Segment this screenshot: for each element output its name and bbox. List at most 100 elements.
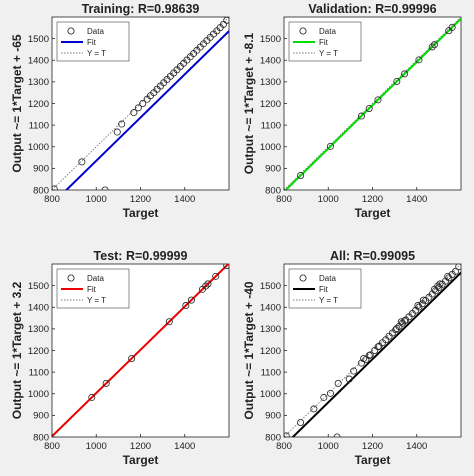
data-point xyxy=(455,264,461,271)
data-point xyxy=(448,23,456,31)
chart-title: Training: R=0.98639 xyxy=(82,2,200,16)
y-tick-label: 1500 xyxy=(28,281,49,292)
legend-data-marker xyxy=(299,274,307,282)
y-tick-label: 1100 xyxy=(261,120,281,131)
data-point xyxy=(320,393,328,401)
y-tick-label: 800 xyxy=(265,185,281,196)
y-tick-label: 900 xyxy=(265,411,281,422)
data-point xyxy=(451,267,459,275)
data-point xyxy=(182,302,190,310)
x-axis-label: Target xyxy=(355,453,391,467)
y-tick-label: 1400 xyxy=(28,303,49,314)
x-tick-label: 800 xyxy=(276,441,292,452)
data-point xyxy=(139,100,147,108)
data-point xyxy=(333,433,341,437)
y-axis-label: Output ~= 1*Target + 3.2 xyxy=(10,281,24,419)
legend-data-marker xyxy=(299,27,307,35)
data-point xyxy=(204,280,212,288)
data-point xyxy=(128,355,136,363)
legend: Data Fit Y = T xyxy=(56,21,130,62)
identity-line xyxy=(52,17,229,190)
data-point xyxy=(415,56,423,64)
y-tick-label: 1300 xyxy=(28,77,49,88)
legend-label: Y = T xyxy=(87,49,106,58)
subplot-2: 800 1000 1200 1400 800 900 1000 1100 1200 1300 140… xyxy=(242,2,462,220)
x-tick-label: 1200 xyxy=(130,441,151,452)
data-point xyxy=(165,318,173,326)
data-point xyxy=(326,389,334,397)
data-point xyxy=(430,41,438,49)
data-point xyxy=(434,282,442,290)
y-tick-label: 800 xyxy=(33,185,49,196)
y-tick-label: 800 xyxy=(33,432,49,443)
data-point xyxy=(297,172,305,180)
plot-content xyxy=(284,264,461,437)
data-point xyxy=(345,375,353,383)
data-point xyxy=(78,158,86,166)
data-point xyxy=(223,264,229,270)
data-point xyxy=(401,70,409,78)
y-tick-label: 900 xyxy=(33,164,49,175)
data-point xyxy=(113,128,121,136)
subplot-3: 800 1000 1200 1400 800 900 1000 1100 1200 1300 140… xyxy=(10,249,230,467)
data-point xyxy=(52,185,58,190)
x-tick-label: 1000 xyxy=(86,194,107,205)
x-tick-label: 800 xyxy=(276,194,292,205)
y-tick-label: 1000 xyxy=(260,389,281,400)
data-point xyxy=(102,379,110,387)
data-point xyxy=(297,419,305,427)
data-point xyxy=(350,367,358,375)
fit-line xyxy=(284,18,461,190)
x-tick-label: 1400 xyxy=(174,441,195,452)
data-point xyxy=(326,142,334,150)
data-point xyxy=(366,351,374,359)
data-point xyxy=(334,379,342,387)
x-tick-label: 1400 xyxy=(406,194,427,205)
data-point xyxy=(88,393,96,401)
legend: Data Fit Y = T xyxy=(56,268,130,309)
y-tick-label: 1200 xyxy=(28,346,49,357)
plot-content xyxy=(52,17,229,190)
identity-line xyxy=(284,264,461,437)
data-point xyxy=(134,104,142,112)
y-tick-label: 1100 xyxy=(29,120,49,131)
legend-label: Data xyxy=(87,27,104,36)
x-tick-label: 1000 xyxy=(318,441,339,452)
data-point xyxy=(357,359,365,367)
data-point xyxy=(401,317,409,325)
y-tick-label: 1500 xyxy=(260,281,281,292)
y-tick-label: 800 xyxy=(265,432,281,443)
chart-title: Validation: R=0.99996 xyxy=(308,2,436,16)
legend-label: Fit xyxy=(87,38,97,47)
data-point xyxy=(365,351,373,359)
data-point xyxy=(284,432,290,437)
x-tick-label: 800 xyxy=(44,194,60,205)
fit-line xyxy=(291,271,461,437)
y-tick-label: 1300 xyxy=(260,77,281,88)
x-tick-label: 800 xyxy=(44,441,60,452)
legend-label: Fit xyxy=(319,38,329,47)
plot-content xyxy=(284,17,461,190)
y-tick-label: 1500 xyxy=(260,34,281,45)
x-tick-label: 1000 xyxy=(86,441,107,452)
legend-label: Y = T xyxy=(319,49,338,58)
y-tick-label: 1200 xyxy=(28,99,49,110)
data-point xyxy=(223,17,229,24)
y-tick-label: 1500 xyxy=(28,34,49,45)
data-point xyxy=(130,109,138,117)
data-point xyxy=(212,272,220,280)
data-point xyxy=(365,104,373,112)
legend-label: Fit xyxy=(87,285,97,294)
legend: Data Fit Y = T xyxy=(288,268,362,309)
fit-line xyxy=(52,264,229,437)
y-tick-label: 1400 xyxy=(260,56,281,67)
legend-label: Y = T xyxy=(319,296,338,305)
legend-label: Y = T xyxy=(87,296,106,305)
data-point xyxy=(202,282,210,290)
y-tick-label: 900 xyxy=(33,411,49,422)
y-tick-label: 1400 xyxy=(28,56,49,67)
chart-title: Test: R=0.99999 xyxy=(94,249,188,263)
data-point xyxy=(414,302,422,310)
legend-data-marker xyxy=(67,274,75,282)
